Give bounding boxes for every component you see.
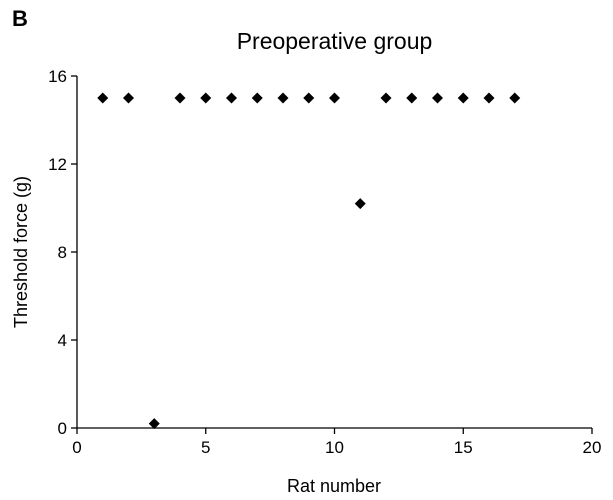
data-point <box>123 92 134 104</box>
y-tick-label: 8 <box>58 243 67 262</box>
x-axis-title: Rat number <box>287 476 381 496</box>
data-point <box>354 198 366 210</box>
y-tick-label: 16 <box>48 67 67 86</box>
data-point <box>380 92 392 104</box>
data-point <box>251 92 263 104</box>
x-tick-label: 15 <box>454 438 473 457</box>
x-tick-label: 0 <box>72 438 81 457</box>
data-point <box>303 92 315 104</box>
data-point <box>148 418 160 430</box>
y-tick-label: 0 <box>58 419 67 438</box>
data-point <box>226 92 237 104</box>
data-point <box>277 92 289 104</box>
ticks: 0 5 10 15 20 0 4 8 12 16 <box>48 67 601 457</box>
x-tick-label: 20 <box>583 438 602 457</box>
chart-title: Preoperative group <box>236 28 433 54</box>
data-point <box>457 92 469 104</box>
data-point <box>200 92 212 104</box>
data-point <box>483 92 495 104</box>
data-point <box>329 92 340 104</box>
data-point <box>509 92 521 104</box>
y-tick-label: 12 <box>48 155 67 174</box>
data-point <box>406 92 418 104</box>
axes <box>76 76 592 429</box>
panel-label: B <box>12 6 28 31</box>
y-axis-title: Threshold force (g) <box>11 176 31 328</box>
x-tick-label: 5 <box>201 438 210 457</box>
data-point <box>97 92 109 104</box>
data-points <box>97 92 521 430</box>
data-point <box>432 92 443 104</box>
data-point <box>174 92 186 104</box>
x-tick-label: 10 <box>325 438 344 457</box>
y-tick-label: 4 <box>58 331 67 350</box>
